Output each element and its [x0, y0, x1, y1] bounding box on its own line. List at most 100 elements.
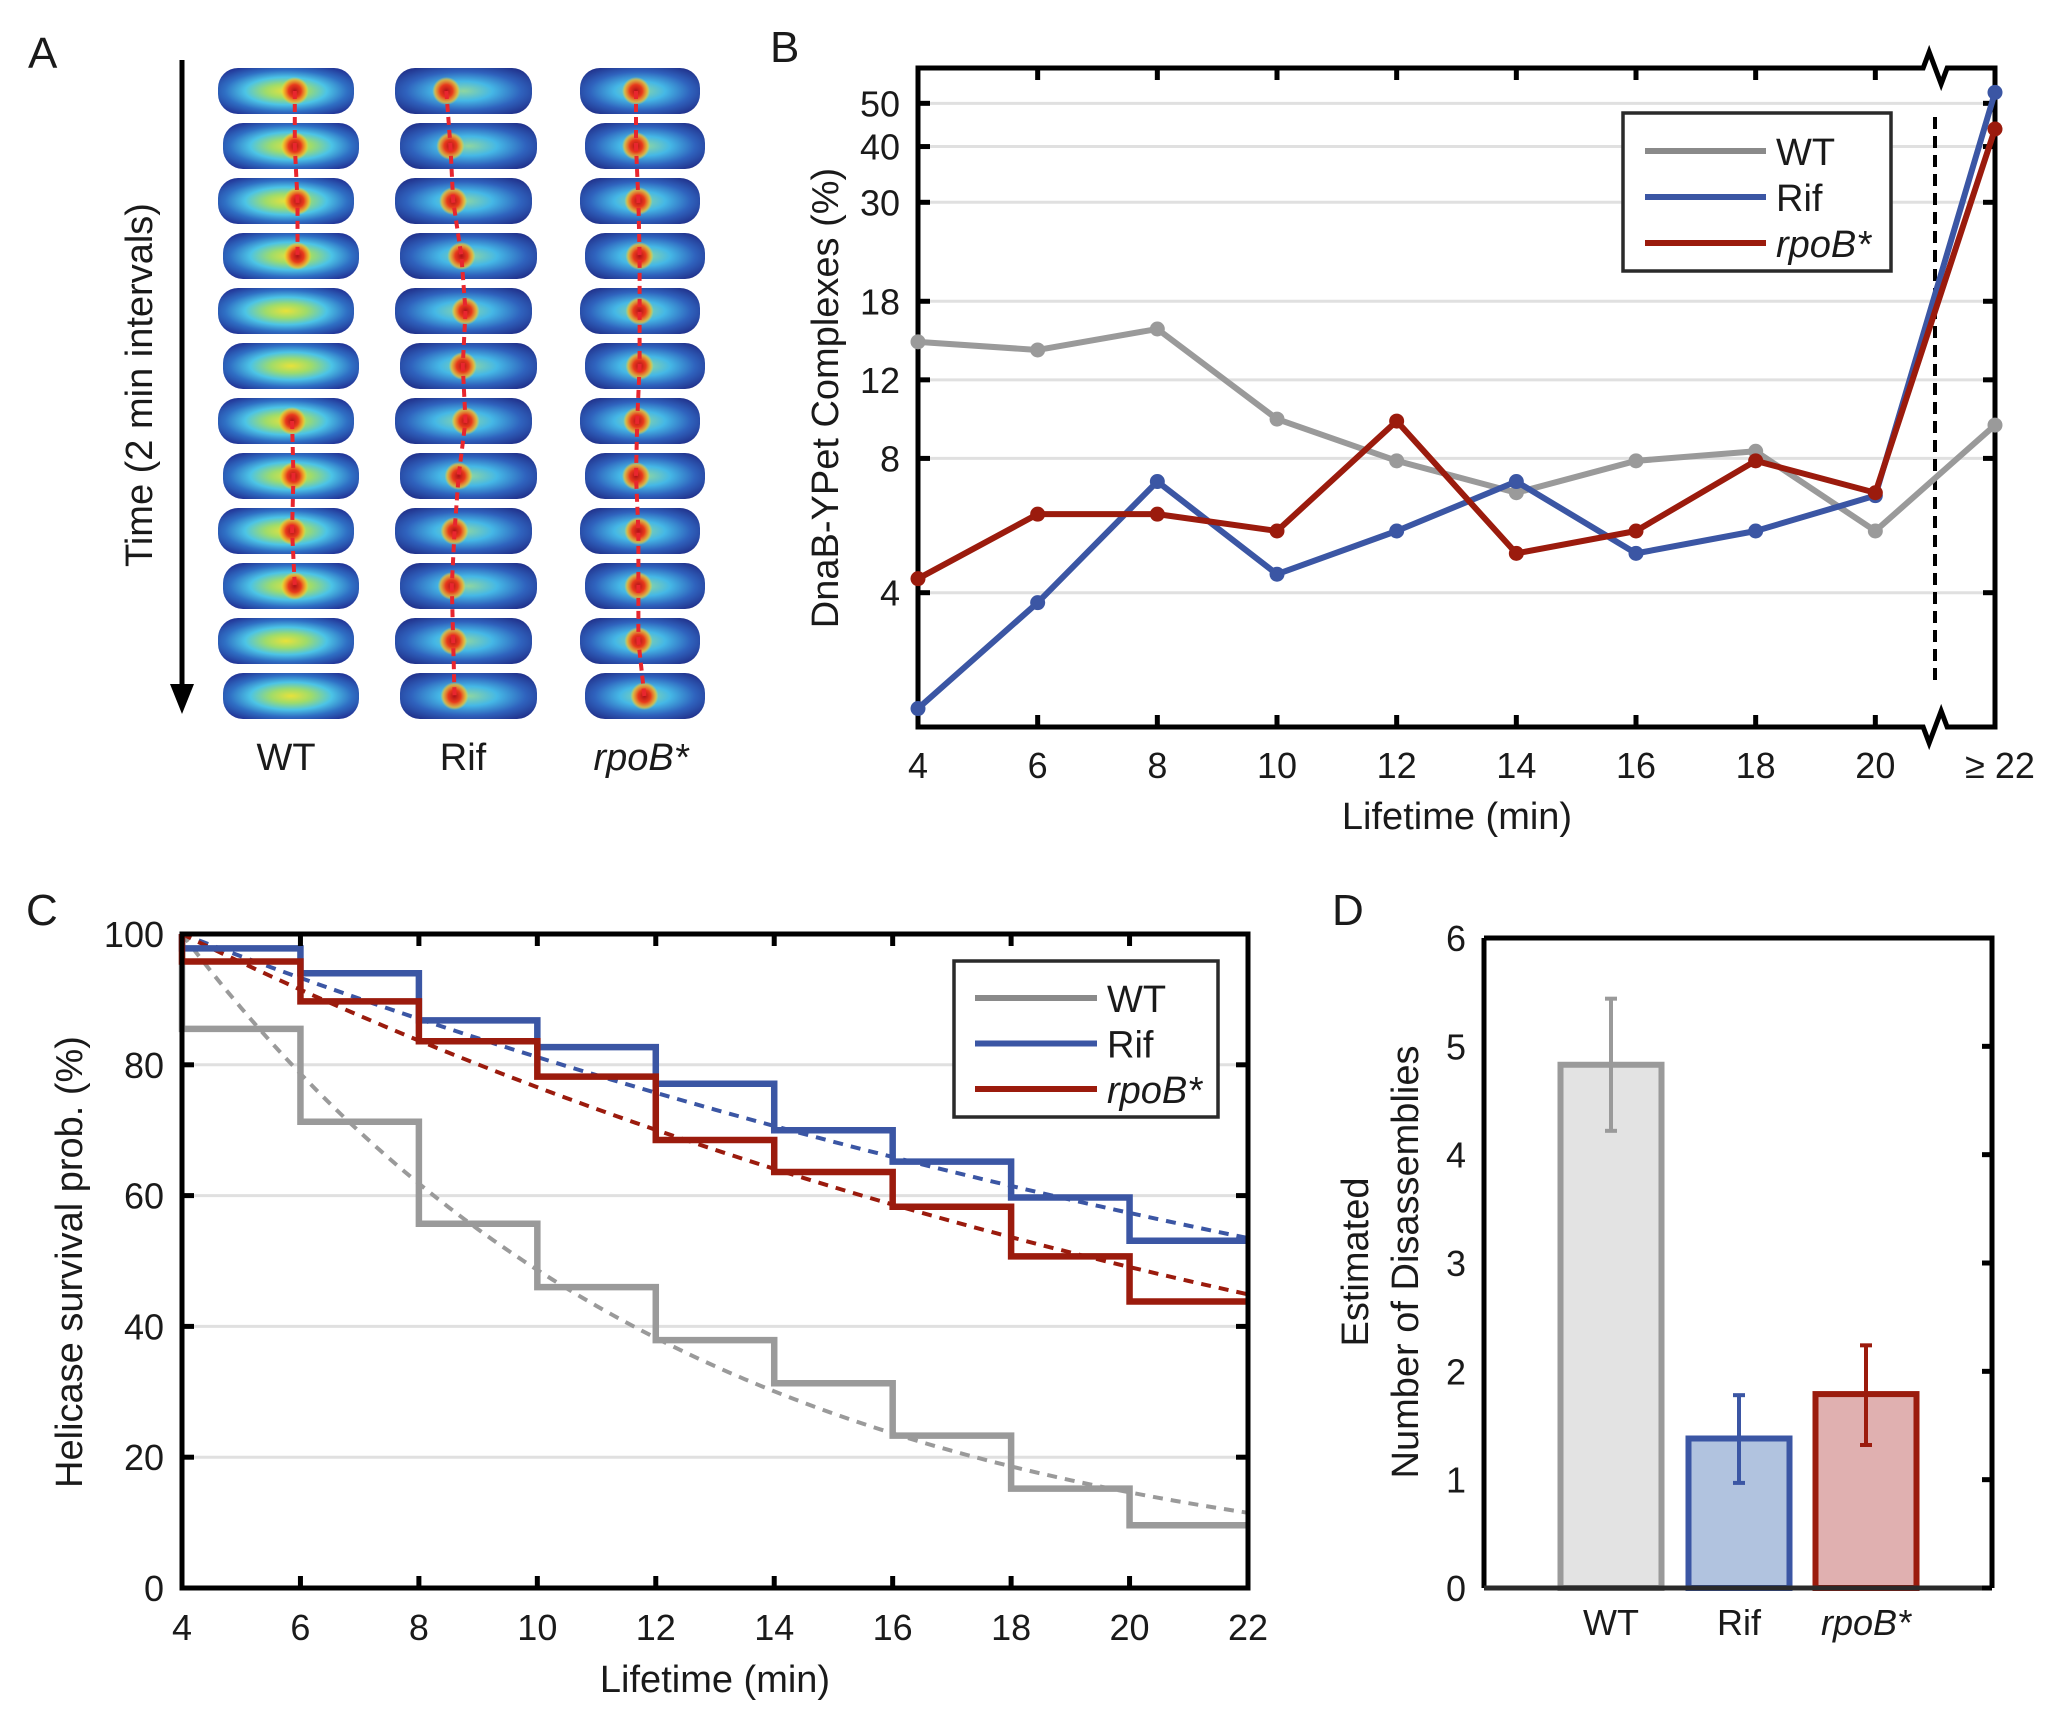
panel-b-data-point-wt — [1389, 453, 1405, 469]
panel-a: A Time (2 min intervals) WT Rif rpoB* — [28, 29, 705, 779]
panel-d-xtick-label: Rif — [1717, 1602, 1762, 1643]
panel-b-axes-box — [915, 44, 1998, 751]
panel-b-data-point-rpob — [1748, 453, 1764, 469]
panel-b-xtick-label: 8 — [1147, 745, 1167, 786]
panel-b-ytick-label: 50 — [860, 83, 900, 124]
panel-b-data-point-rif — [1628, 545, 1644, 561]
panel-b-axes-frame — [915, 44, 1998, 751]
panel-b-data-point-rpob — [1149, 506, 1165, 522]
panel-c-legend-label-rpob: rpoB* — [1107, 1070, 1203, 1112]
panel-c-ytick-label: 0 — [144, 1568, 164, 1609]
panel-b-xtick-label: 4 — [908, 745, 928, 786]
panel-b-data-point-rpob — [1867, 485, 1883, 501]
panel-b-data-point-rpob — [1628, 523, 1644, 539]
panel-b-ytick-label: 8 — [880, 438, 900, 479]
cell-image-rif — [400, 563, 537, 609]
helicase-spot-rif — [447, 242, 476, 270]
panel-a-ylabel: Time (2 min intervals) — [119, 203, 161, 567]
panel-a-column-label-wt: WT — [256, 737, 315, 779]
panel-d-xtick-labels: WT Rif rpoB* — [1583, 1602, 1912, 1643]
panel-b-xtick-label: 20 — [1855, 745, 1895, 786]
panel-b-ylabel: DnaB-YPet Complexes (%) — [805, 168, 847, 628]
panel-c-ytick-label: 80 — [124, 1045, 164, 1086]
panel-b-data-point-wt — [910, 334, 926, 350]
panel-c-fit-curve-wt — [180, 932, 1249, 1515]
panel-c-xtick-label: 10 — [517, 1607, 557, 1648]
panel-b-data-point-rif — [1748, 523, 1764, 539]
panel-b-data-point-wt — [1867, 523, 1883, 539]
panel-label-b: B — [770, 23, 799, 72]
helicase-spot-rif — [451, 297, 480, 325]
panel-d-bar-wt — [1557, 1061, 1665, 1591]
panel-b-xtick-label: 14 — [1496, 745, 1536, 786]
panel-b-xtick-labels: 4 6 8 10 12 14 16 18 20 ≥ 22 — [908, 745, 2035, 786]
panel-b-legend-label-rpob: rpoB* — [1776, 224, 1872, 266]
track-line-rif — [444, 90, 468, 697]
panel-c-xtick-label: 4 — [172, 1607, 192, 1648]
panel-b-xtick-label: 6 — [1028, 745, 1048, 786]
panel-b-data-point-rpob — [1389, 413, 1405, 429]
track-line-wt — [290, 420, 297, 587]
panel-c-xtick-label: 6 — [290, 1607, 310, 1648]
time-arrow-head-icon — [170, 684, 194, 714]
panel-b-data-point-rif — [910, 701, 926, 717]
panel-b-data-point-wt — [1508, 485, 1524, 501]
panel-label-c: C — [26, 886, 58, 935]
panel-b-legend-label-rif: Rif — [1776, 178, 1823, 220]
cell-image-wt — [223, 673, 359, 719]
panel-b-xlabel: Lifetime (min) — [1342, 796, 1572, 838]
panel-b-data-point-wt — [1030, 342, 1046, 358]
track-line-rpob — [633, 91, 647, 697]
panel-b-ytick-label: 30 — [860, 182, 900, 223]
panel-a-column-label-rpob: rpoB* — [593, 737, 689, 779]
helicase-spot-rif — [444, 462, 473, 490]
panel-b-series-line-rpob — [916, 128, 1998, 582]
helicase-spot-rif — [440, 682, 469, 710]
panel-b-data-point-wt — [1149, 321, 1165, 337]
panel-c-survival-chart: C 0 20 40 60 80 100 4 6 8 10 12 14 16 18 20 22 Helicas… — [26, 886, 1268, 1701]
cell-image-grid — [218, 68, 705, 719]
panel-b-legend-label-wt: WT — [1776, 132, 1835, 174]
panel-c-step-curve-rpob — [178, 934, 1248, 1305]
cell-image-wt — [223, 343, 359, 389]
helicase-spot-rpob — [625, 297, 654, 325]
panel-b-data-point-rif — [1389, 523, 1405, 539]
panel-c-xtick-label: 8 — [409, 1607, 429, 1648]
panel-c-xtick-label: 16 — [873, 1607, 913, 1648]
panel-label-d: D — [1332, 886, 1364, 935]
panel-c-ytick-label: 60 — [124, 1176, 164, 1217]
panel-b-xtick-label: ≥ 22 — [1965, 745, 2035, 786]
panel-b-xtick-label: 12 — [1377, 745, 1417, 786]
panel-c-fit-curve-rpob — [181, 932, 1249, 1297]
panel-c-step-curves — [178, 934, 1248, 1529]
panel-c-ylabel: Helicase survival prob. (%) — [49, 1036, 91, 1488]
panel-b-ytick-label: 40 — [860, 127, 900, 168]
panel-d-bars — [1557, 996, 1920, 1592]
cell-image-rif — [400, 123, 537, 169]
panel-b-data-point-rpob — [1030, 506, 1046, 522]
panel-b-data-point-rif — [1269, 566, 1285, 582]
panel-b-data-point-rif — [1149, 474, 1165, 490]
panel-c-step-curve-wt — [178, 934, 1248, 1529]
cell-image-wt — [218, 288, 354, 334]
panel-c-legend-label-wt: WT — [1107, 979, 1166, 1021]
panel-d-ytick-label: 5 — [1446, 1026, 1466, 1067]
panel-c-xtick-label: 22 — [1228, 1607, 1268, 1648]
panel-b-xtick-label: 18 — [1736, 745, 1776, 786]
panel-c-xtick-labels: 4 6 8 10 12 14 16 18 20 22 — [172, 1607, 1268, 1648]
panel-b-series-line-wt — [917, 326, 1997, 534]
panel-b-ytick-label: 12 — [860, 360, 900, 401]
panel-b-data-point-rif — [1508, 474, 1524, 490]
helicase-spot-rpob — [624, 517, 653, 545]
panel-c-axes-frame — [179, 931, 1251, 1591]
panel-d-ytick-label: 1 — [1446, 1460, 1466, 1501]
panel-d-ylabel-line-1: Estimated — [1335, 1178, 1377, 1347]
panel-b-ytick-label: 4 — [880, 573, 900, 614]
cell-image-rif — [395, 68, 532, 114]
panel-d-xtick-label: rpoB* — [1821, 1602, 1912, 1643]
helicase-spot-rpob — [625, 242, 654, 270]
